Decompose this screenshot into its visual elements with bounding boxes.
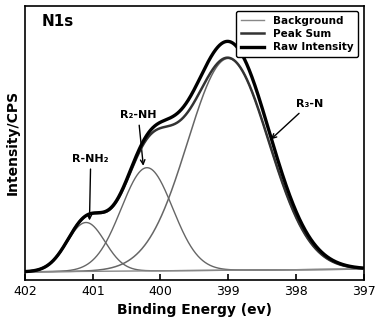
Text: R₃-N: R₃-N (272, 99, 323, 138)
Peak Sum (352, 266, 356, 269)
Raw Intensity (187, 96, 192, 99)
Background (351, 267, 356, 271)
Peak Sum (40, 266, 45, 270)
Background (351, 267, 356, 271)
Text: R-NH₂: R-NH₂ (72, 153, 109, 219)
Peak Sum (351, 266, 356, 269)
Raw Intensity (23, 270, 27, 274)
X-axis label: Binding Energy (ev): Binding Energy (ev) (117, 303, 272, 318)
Peak Sum (23, 270, 27, 274)
Text: R₂-NH: R₂-NH (120, 110, 156, 164)
Background (40, 270, 45, 274)
Background (178, 269, 183, 273)
Peak Sum (187, 108, 192, 111)
Raw Intensity (351, 265, 356, 269)
Raw Intensity (361, 266, 366, 270)
Raw Intensity (352, 265, 356, 269)
Background (23, 270, 27, 274)
Background (289, 268, 294, 272)
Peak Sum (290, 206, 294, 210)
Line: Peak Sum: Peak Sum (25, 57, 363, 272)
Peak Sum (361, 266, 366, 270)
Raw Intensity (40, 266, 45, 270)
Raw Intensity (178, 108, 183, 112)
Raw Intensity (290, 199, 294, 203)
Peak Sum (178, 118, 183, 122)
Background (361, 267, 366, 271)
Line: Background: Background (25, 269, 363, 272)
Raw Intensity (225, 39, 230, 43)
Y-axis label: Intensity/CPS: Intensity/CPS (6, 90, 19, 195)
Peak Sum (225, 56, 230, 59)
Text: N1s: N1s (42, 14, 74, 29)
Line: Raw Intensity: Raw Intensity (25, 41, 363, 272)
Legend: Background, Peak Sum, Raw Intensity: Background, Peak Sum, Raw Intensity (236, 11, 359, 57)
Background (187, 269, 192, 273)
